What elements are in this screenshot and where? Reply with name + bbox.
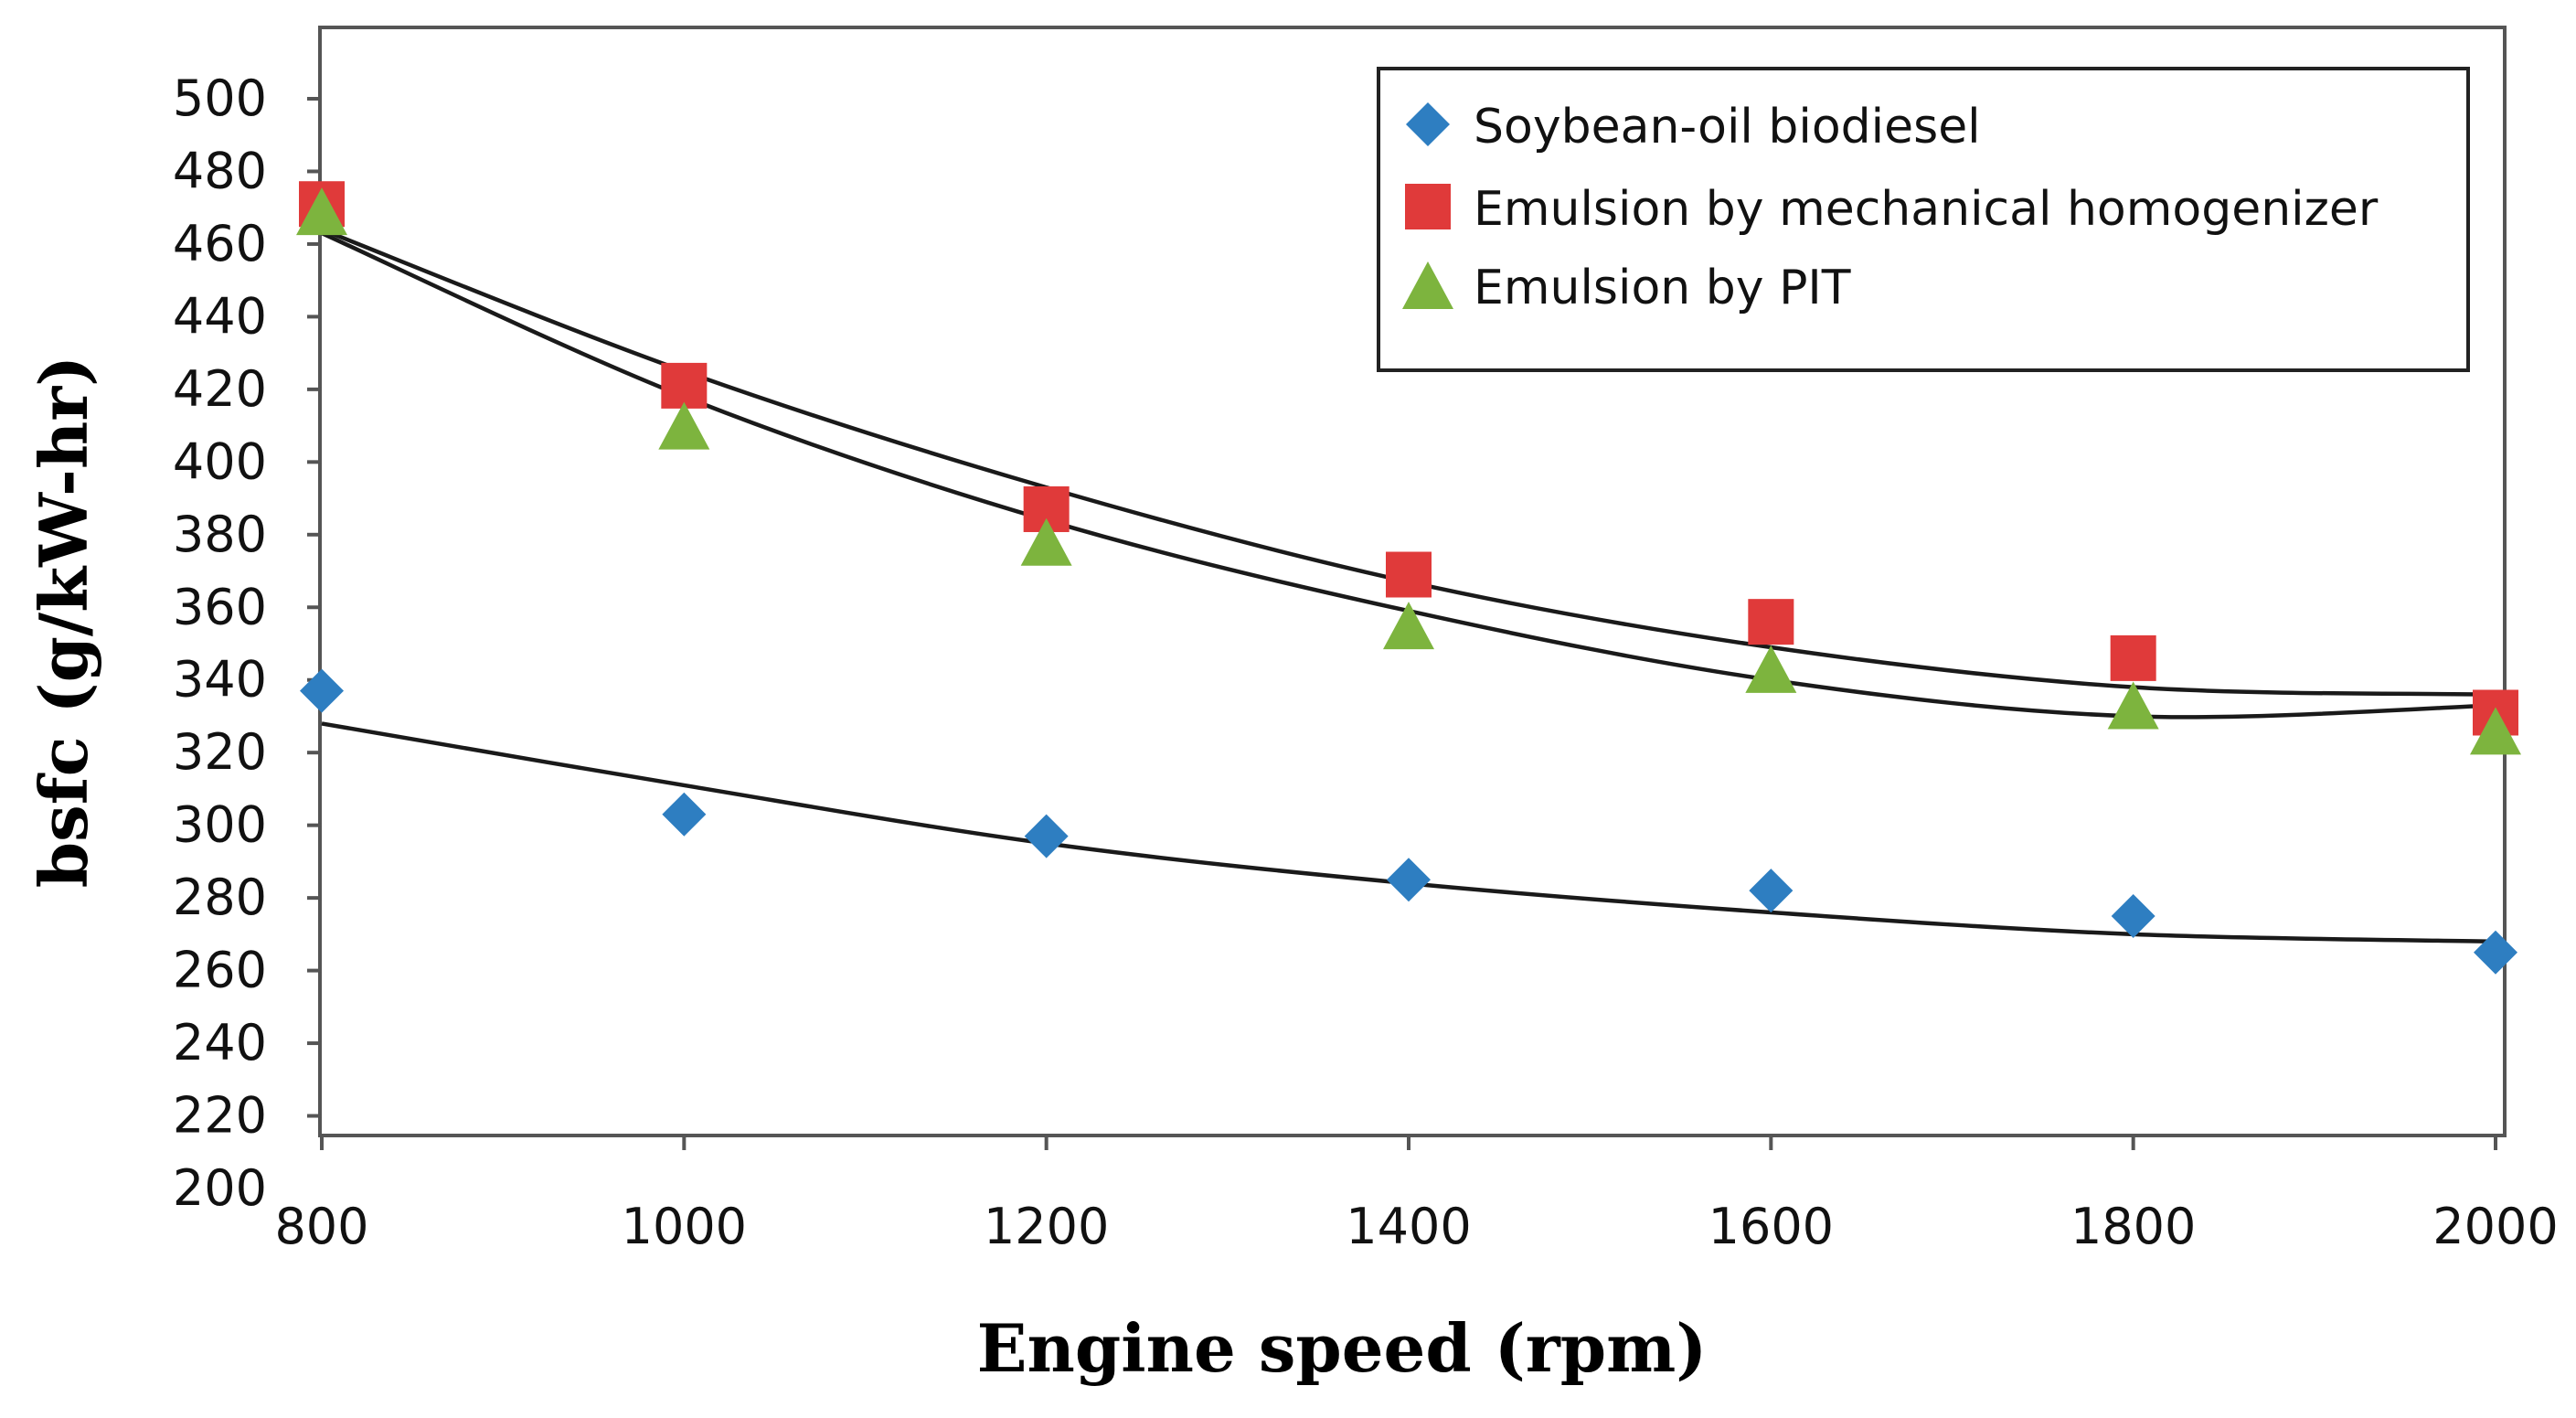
y-axis-ticks: 200 220 240 260 280 300 320 340 360 380 400 420 440 4… [173,69,322,1217]
x-tick-label: 1800 [2070,1198,2196,1255]
data-point-triangle [1383,602,1434,650]
legend-label: Soybean-oil biodiesel [1474,100,1981,155]
x-tick-label: 2000 [2432,1198,2558,1255]
data-point-triangle [1745,645,1797,693]
data-points [296,181,2521,975]
y-tick-label: 200 [173,1159,267,1217]
data-point-square [2110,634,2156,681]
data-point-triangle [1020,517,1072,566]
y-tick-label: 420 [173,360,267,418]
y-axis-title: bsfc (g/kW-hr) [25,356,102,889]
data-point-square [661,362,708,409]
y-tick-label: 460 [173,215,267,272]
y-tick-label: 240 [173,1014,267,1071]
data-point-diamond [662,792,707,837]
x-tick-label: 1400 [1346,1198,1471,1255]
legend-triangle-icon [1402,261,1453,309]
data-point-triangle [2107,681,2159,730]
legend-label: Emulsion by PIT [1474,261,1851,315]
x-axis-title: Engine speed (rpm) [977,1309,1708,1387]
legend-box [1377,67,2470,372]
data-point-triangle [2470,707,2521,755]
y-tick-label: 320 [173,723,267,781]
data-point-diamond [2474,930,2517,975]
y-tick-label: 300 [173,796,267,854]
x-tick-label: 1600 [1708,1198,1834,1255]
x-tick-label: 1000 [622,1198,747,1255]
x-tick-label: 1200 [984,1198,1109,1255]
legend-label: Emulsion by mechanical homogenizer [1474,182,2379,237]
data-point-diamond [1387,858,1431,902]
y-tick-label: 500 [173,69,267,127]
y-tick-label: 340 [173,651,267,709]
y-tick-label: 480 [173,142,267,199]
data-point-diamond [1749,869,1794,913]
data-point-diamond [300,668,344,713]
y-tick-label: 260 [173,942,267,999]
legend-diamond-icon [1406,102,1450,146]
data-point-triangle [296,187,347,236]
y-tick-label: 280 [173,869,267,926]
data-point-triangle [658,401,710,450]
y-tick-label: 380 [173,506,267,563]
y-tick-label: 400 [173,432,267,490]
data-point-diamond [1024,814,1069,858]
y-tick-label: 440 [173,287,267,345]
y-tick-label: 220 [173,1087,267,1145]
y-tick-label: 360 [173,578,267,635]
x-axis-ticks: 800 1000 1200 1400 1600 1800 2000 [274,1135,2559,1255]
data-point-square [1748,599,1794,645]
data-point-square [1386,551,1432,598]
x-tick-label: 800 [274,1198,368,1255]
data-point-diamond [2111,894,2156,938]
legend-square-icon [1405,184,1451,229]
legend: Soybean-oil biodiesel Emulsion by mechani… [1377,67,2470,372]
